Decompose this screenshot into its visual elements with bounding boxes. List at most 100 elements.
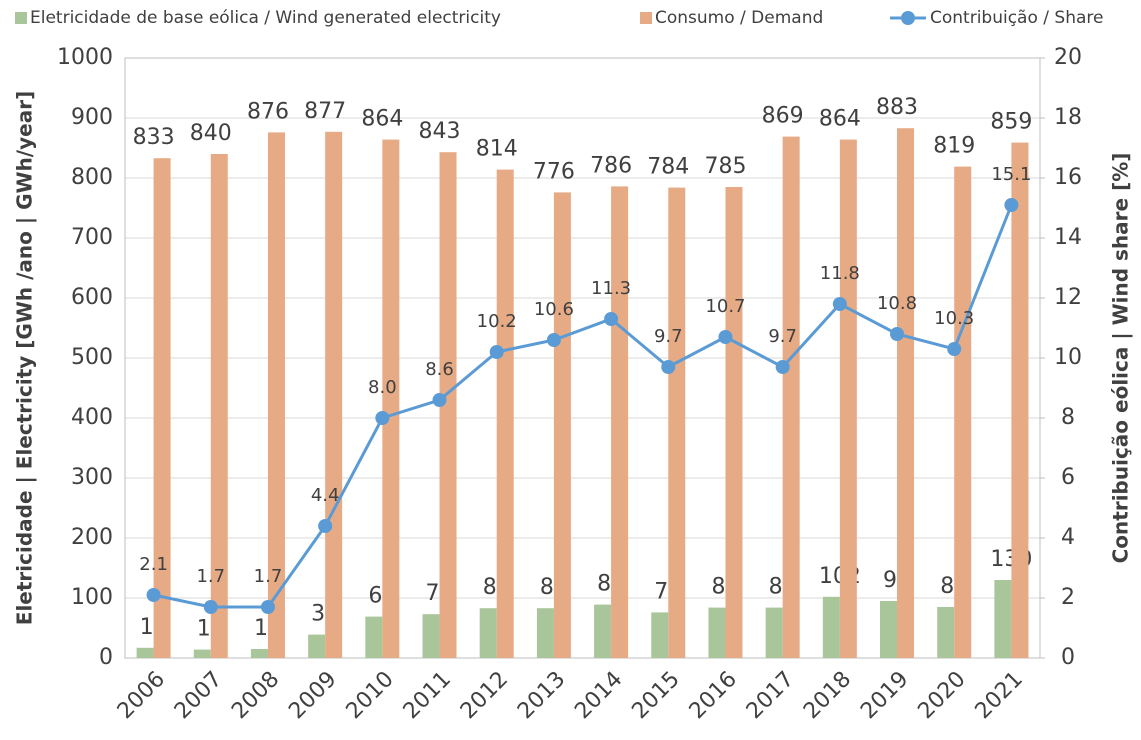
share-label: 1.7: [196, 566, 225, 587]
y2-tick-label: 14: [1054, 225, 1082, 250]
share-label: 15.1: [991, 164, 1031, 185]
share-label: 10.8: [877, 293, 917, 314]
data-label: 859: [990, 110, 1032, 135]
y2-tick-label: 6: [1061, 465, 1075, 490]
y-tick-label: 0: [99, 645, 113, 670]
y-tick-label: 1000: [57, 45, 113, 70]
share-line: [153, 204, 1013, 609]
x-tick-label: 2013: [513, 667, 570, 724]
share-label: 8.6: [425, 359, 454, 380]
bar: [897, 128, 915, 658]
share-label: 4.4: [311, 485, 340, 506]
data-label: 776: [533, 159, 575, 184]
x-tick-label: 2018: [799, 667, 856, 724]
bar: [136, 647, 154, 658]
y2-tick-label: 12: [1054, 285, 1082, 310]
share-point: [947, 342, 962, 356]
bar: [1011, 142, 1029, 659]
data-label: 840: [190, 121, 232, 146]
bar: [651, 612, 669, 658]
bar: [439, 152, 457, 658]
y-tick-label: 200: [71, 525, 113, 550]
bar: [822, 596, 840, 658]
legend-swatch: [640, 12, 652, 24]
data-label: 864: [361, 107, 403, 132]
bar: [994, 580, 1012, 658]
share-point: [661, 360, 676, 374]
data-label: 819: [933, 134, 975, 159]
share-label: 9.7: [768, 326, 797, 347]
y2-tick-label: 4: [1061, 525, 1075, 550]
share-point: [432, 393, 447, 407]
y2-axis-label: Contribuição eólica | Wind share [%]: [1109, 153, 1133, 564]
bar: [479, 608, 497, 658]
bar: [594, 604, 612, 658]
share-point: [890, 327, 905, 341]
y-tick-label: 500: [71, 345, 113, 370]
bar: [267, 132, 285, 658]
bar: [496, 169, 514, 658]
y-tick-label: 800: [71, 165, 113, 190]
bar: [937, 607, 955, 658]
bar: [782, 136, 800, 659]
y-tick-label: 700: [71, 225, 113, 250]
bar: [250, 649, 268, 658]
data-label: 843: [419, 119, 461, 144]
data-label: 869: [762, 104, 804, 129]
x-tick-label: 2008: [227, 667, 284, 724]
x-tick-label: 2007: [170, 667, 227, 724]
y2-tick-label: 16: [1054, 165, 1082, 190]
bar: [325, 131, 343, 659]
bar: [308, 634, 326, 658]
x-tick-label: 2015: [627, 667, 684, 724]
y2-tick-label: 18: [1054, 105, 1082, 130]
bar: [880, 601, 898, 658]
data-label: 784: [647, 155, 689, 180]
bar: [553, 192, 571, 658]
x-tick-label: 2017: [742, 667, 799, 724]
bar: [611, 186, 629, 658]
data-label: 814: [476, 137, 518, 162]
share-point: [146, 588, 161, 602]
share-point: [375, 411, 390, 425]
share-point: [318, 519, 333, 533]
data-label: 833: [133, 125, 175, 150]
legend-marker: [901, 11, 915, 25]
y-tick-label: 900: [71, 105, 113, 130]
bar: [382, 139, 400, 659]
y-axis-label: Eletricidade | Electricity [GWh /ano | G…: [13, 91, 37, 625]
bar: [365, 616, 383, 658]
bar: [708, 607, 726, 658]
x-tick-label: 2006: [113, 667, 170, 724]
share-label: 10.3: [934, 308, 974, 329]
share-point: [260, 600, 275, 614]
x-tick-label: 2010: [342, 667, 399, 724]
bar: [839, 139, 857, 659]
x-tick-label: 2021: [971, 667, 1028, 724]
legend-label: Eletricidade de base eólica / Wind gener…: [30, 8, 501, 28]
bar: [954, 166, 972, 658]
share-label: 8.0: [368, 377, 397, 398]
x-tick-label: 2019: [856, 667, 913, 724]
share-point: [832, 297, 847, 311]
y2-tick-label: 8: [1061, 405, 1075, 430]
y-tick-label: 400: [71, 405, 113, 430]
bar: [210, 154, 228, 658]
legend-label: Consumo / Demand: [655, 8, 823, 28]
share-label: 10.2: [477, 311, 517, 332]
x-tick-label: 2012: [456, 667, 513, 724]
data-label: 785: [704, 154, 746, 179]
share-label: 11.8: [820, 263, 860, 284]
share-label: 10.7: [705, 296, 745, 317]
legend-label: Contribuição / Share: [930, 8, 1103, 28]
data-label: 864: [819, 107, 861, 132]
plot-frame: [124, 57, 1041, 659]
share-point: [775, 360, 790, 374]
x-tick-label: 2020: [913, 667, 970, 724]
bar: [536, 608, 554, 658]
bar: [153, 158, 171, 658]
share-label: 9.7: [654, 326, 683, 347]
share-point: [604, 312, 619, 326]
legend-swatch: [15, 12, 27, 24]
